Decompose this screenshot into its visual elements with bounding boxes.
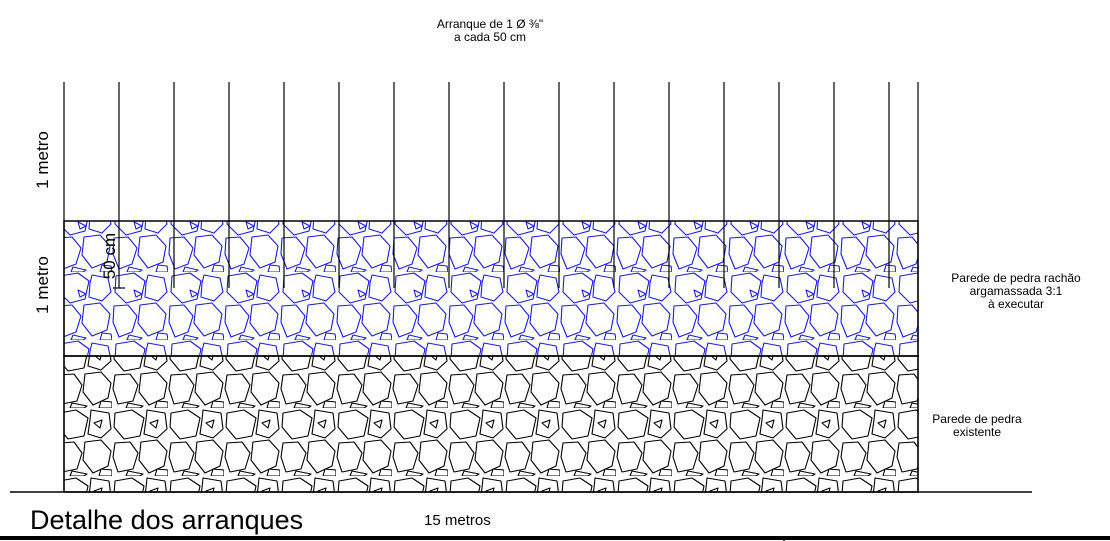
new-wall-label-line2: argamassada 3:1 [969, 284, 1063, 298]
spacing-label: 50 cm [100, 232, 119, 280]
drawing-title: Detalhe dos arranques [30, 505, 304, 535]
new-wall-label-line3: à executar [987, 297, 1045, 311]
rebar-note: Arranque de 1 Ø ⅜" a cada 50 cm [420, 18, 560, 44]
new-wall-label-line1: Parede de pedra rachão [951, 271, 1081, 285]
existing-stone-wall [63, 355, 919, 493]
width-label: 15 metros [424, 512, 491, 529]
existing-wall-label: Parede de pedra existente [922, 413, 1032, 439]
new-wall-label: Parede de pedra rachão argamassada 3:1 à… [926, 272, 1106, 311]
rebar-note-line1: Arranque de 1 Ø ⅜" [436, 17, 544, 31]
new-stone-wall [63, 220, 919, 357]
rebar-lines [63, 82, 919, 492]
existing-wall-label-line1: Parede de pedra [932, 412, 1022, 426]
height-label-upper: 1 metro [33, 131, 52, 189]
rebar-note-line2: a cada 50 cm [453, 30, 527, 44]
height-label-lower: 1 metro [33, 256, 52, 314]
existing-wall-label-line2: existente [952, 425, 1002, 439]
